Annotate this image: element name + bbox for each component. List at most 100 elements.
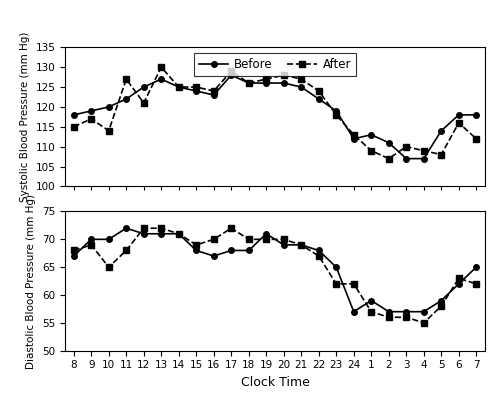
- Before: [158, 77, 164, 82]
- After: [141, 226, 147, 230]
- Before: [88, 108, 94, 113]
- Line: Before: Before: [71, 225, 479, 314]
- After: [351, 281, 357, 286]
- Before: [438, 128, 444, 133]
- After: [141, 100, 147, 105]
- Before: [403, 309, 409, 314]
- After: [193, 243, 199, 247]
- After: [193, 85, 199, 89]
- Before: [386, 140, 392, 145]
- After: [421, 320, 427, 325]
- Before: [438, 298, 444, 303]
- Before: [211, 93, 217, 97]
- Before: [228, 248, 234, 253]
- After: [386, 315, 392, 320]
- Before: [473, 113, 479, 117]
- Before: [246, 248, 252, 253]
- Before: [473, 265, 479, 269]
- Before: [158, 231, 164, 236]
- Before: [316, 248, 322, 253]
- After: [351, 132, 357, 137]
- X-axis label: Clock Time: Clock Time: [240, 376, 310, 389]
- Before: [176, 231, 182, 236]
- After: [403, 315, 409, 320]
- Before: [298, 243, 304, 247]
- Before: [456, 113, 462, 117]
- After: [263, 77, 269, 82]
- After: [316, 89, 322, 93]
- After: [386, 156, 392, 161]
- After: [123, 77, 129, 82]
- After: [333, 281, 339, 286]
- After: [368, 309, 374, 314]
- Before: [211, 254, 217, 258]
- Before: [263, 81, 269, 85]
- After: [88, 243, 94, 247]
- After: [333, 113, 339, 117]
- After: [456, 121, 462, 125]
- Before: [228, 73, 234, 78]
- After: [106, 128, 112, 133]
- Before: [281, 243, 287, 247]
- Before: [141, 85, 147, 89]
- Before: [298, 85, 304, 89]
- Line: Before: Before: [71, 72, 479, 162]
- Before: [193, 89, 199, 93]
- Before: [351, 309, 357, 314]
- After: [473, 136, 479, 141]
- Before: [141, 231, 147, 236]
- Before: [351, 136, 357, 141]
- Before: [421, 309, 427, 314]
- Y-axis label: Systolic Blood Pressure (mm Hg): Systolic Blood Pressure (mm Hg): [20, 32, 30, 202]
- After: [438, 152, 444, 157]
- Before: [246, 81, 252, 85]
- Before: [456, 281, 462, 286]
- After: [246, 81, 252, 85]
- Before: [88, 237, 94, 242]
- Line: After: After: [71, 225, 479, 325]
- After: [158, 226, 164, 230]
- After: [71, 125, 77, 129]
- After: [211, 237, 217, 242]
- Before: [421, 156, 427, 161]
- Y-axis label: Diastolic Blood Pressure (mm Hg): Diastolic Blood Pressure (mm Hg): [26, 193, 36, 368]
- After: [211, 89, 217, 93]
- Before: [106, 104, 112, 109]
- Before: [176, 85, 182, 89]
- Before: [368, 298, 374, 303]
- Legend: Before, After: Before, After: [194, 53, 356, 76]
- After: [316, 254, 322, 258]
- After: [106, 265, 112, 269]
- After: [456, 276, 462, 281]
- After: [438, 304, 444, 309]
- After: [368, 148, 374, 153]
- After: [403, 144, 409, 149]
- Before: [333, 108, 339, 113]
- After: [281, 237, 287, 242]
- Before: [123, 226, 129, 230]
- After: [473, 281, 479, 286]
- Before: [403, 156, 409, 161]
- After: [298, 243, 304, 247]
- After: [281, 73, 287, 78]
- After: [263, 237, 269, 242]
- Before: [386, 309, 392, 314]
- After: [298, 77, 304, 82]
- After: [421, 148, 427, 153]
- After: [176, 85, 182, 89]
- After: [158, 65, 164, 69]
- After: [228, 69, 234, 74]
- After: [123, 248, 129, 253]
- Before: [71, 254, 77, 258]
- Before: [333, 265, 339, 269]
- After: [88, 117, 94, 121]
- Before: [316, 97, 322, 101]
- Before: [263, 231, 269, 236]
- After: [176, 231, 182, 236]
- Line: After: After: [71, 64, 479, 162]
- Before: [368, 132, 374, 137]
- Before: [281, 81, 287, 85]
- Before: [123, 97, 129, 101]
- After: [246, 237, 252, 242]
- Before: [71, 113, 77, 117]
